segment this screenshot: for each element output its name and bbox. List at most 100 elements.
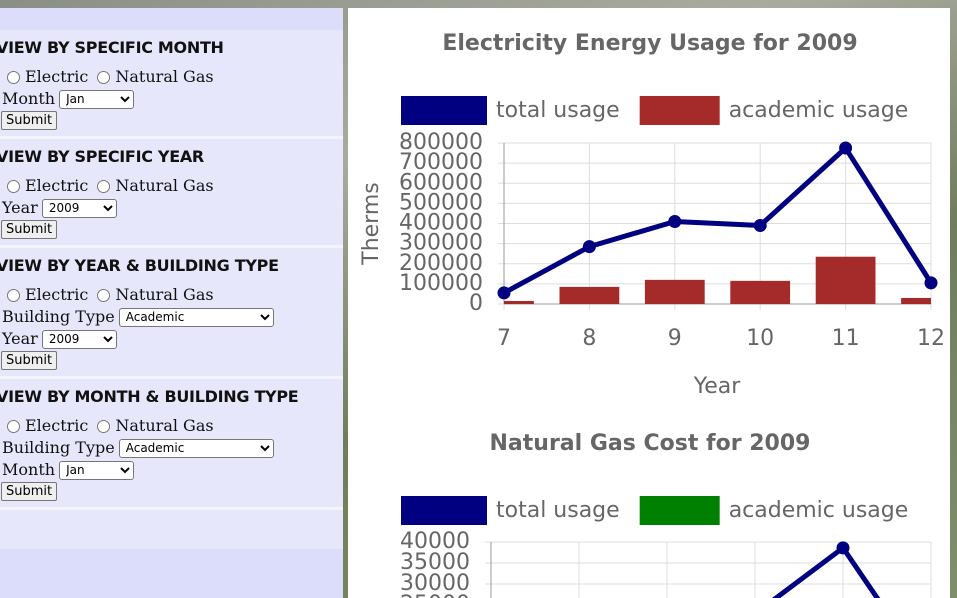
x-tick-label: 10	[746, 326, 774, 351]
field-label: Month	[2, 460, 56, 479]
y-tick-label: 200000	[399, 251, 483, 276]
field-row: Building Type Academic	[0, 438, 343, 458]
legend-swatch	[639, 496, 720, 525]
sidebar-footer	[0, 549, 343, 598]
field-label: Year	[2, 329, 38, 348]
dropdown[interactable]: 2009	[41, 198, 117, 218]
section-title: VIEW BY YEAR & BUILDING TYPE	[0, 256, 279, 275]
radio[interactable]	[7, 70, 20, 84]
x-tick-label: 8	[582, 326, 596, 351]
radio-label: Natural Gas	[115, 416, 214, 435]
dropdown[interactable]: Jan	[59, 89, 135, 109]
radio-label: Electric	[25, 416, 89, 435]
field-row: Month Jan	[0, 89, 343, 109]
field-row: Year 2009	[0, 329, 343, 349]
section-title: VIEW BY SPECIFIC MONTH	[0, 38, 224, 57]
sections: VIEW BY SPECIFIC MONTH Electric Natural Ga…	[0, 30, 343, 510]
point	[668, 214, 682, 228]
radio-label: Electric	[25, 285, 89, 304]
submit-button[interactable]: Submit	[1, 111, 58, 130]
y-tick-label: 800000	[399, 130, 483, 155]
radio[interactable]	[97, 419, 111, 433]
field-label: Building Type	[2, 438, 115, 457]
submit-button[interactable]: Submit	[1, 351, 58, 370]
point	[924, 276, 938, 290]
radio[interactable]	[7, 288, 20, 302]
chart-title: Electricity Energy Usage for 2009	[442, 31, 857, 56]
line	[502, 145, 934, 296]
field-row: Building Type Academic	[0, 307, 343, 327]
form-section: VIEW BY SPECIFIC YEAR Electric Natural Gas…	[0, 139, 343, 248]
y-axis-title: Therms	[359, 182, 384, 265]
bar	[504, 300, 534, 304]
point	[839, 141, 853, 155]
form-section: VIEW BY MONTH & BUILDING TYPE Electric Nat…	[0, 379, 343, 510]
dropdown[interactable]: Academic	[118, 307, 274, 327]
section-title: VIEW BY MONTH & BUILDING TYPE	[0, 387, 299, 406]
radio[interactable]	[7, 179, 20, 193]
point	[836, 541, 850, 555]
dropdown[interactable]: 2009	[41, 329, 117, 349]
submit-button[interactable]: Submit	[1, 220, 58, 239]
legend-swatch	[639, 96, 720, 125]
point	[753, 219, 767, 233]
form-section: VIEW BY SPECIFIC MONTH Electric Natural Ga…	[0, 30, 343, 139]
radio-label: Natural Gas	[115, 176, 214, 195]
bar	[815, 256, 876, 304]
radio-row: Electric Natural Gas	[0, 67, 343, 87]
bar	[559, 286, 620, 304]
x-tick-label: 12	[917, 326, 945, 351]
sidebar-header	[0, 8, 343, 30]
submit-button[interactable]: Submit	[1, 482, 58, 501]
field-label: Month	[2, 89, 56, 108]
y-tick-label: 30000	[400, 571, 470, 596]
legend-swatch	[401, 496, 487, 525]
bar	[730, 280, 791, 304]
y-tick-label: 25000	[400, 592, 470, 598]
field-row: Month Jan	[0, 460, 343, 480]
radio[interactable]	[97, 70, 111, 84]
radio[interactable]	[7, 419, 20, 433]
radio[interactable]	[97, 288, 111, 302]
point	[497, 286, 511, 300]
field-label: Year	[2, 198, 38, 217]
y-tick-label: 400000	[399, 211, 483, 236]
y-tick-label: 35000	[400, 550, 470, 575]
legend-label: total usage	[496, 98, 620, 123]
radio[interactable]	[97, 179, 111, 193]
y-tick-label: 40000	[400, 529, 470, 554]
x-tick-label: 7	[497, 326, 511, 351]
form-section: VIEW BY YEAR & BUILDING TYPE Electric Natu…	[0, 248, 343, 379]
legend-label: academic usage	[729, 498, 909, 523]
radio-row: Electric Natural Gas	[0, 416, 343, 436]
y-tick-label: 300000	[399, 231, 483, 256]
bar	[644, 279, 705, 304]
legend-label: total usage	[496, 498, 620, 523]
dropdown[interactable]: Jan	[59, 460, 135, 480]
section-title: VIEW BY SPECIFIC YEAR	[0, 147, 204, 166]
x-tick-label: 9	[668, 326, 682, 351]
legend-swatch	[401, 96, 487, 125]
radio-row: Electric Natural Gas	[0, 176, 343, 196]
sidebar: VIEW BY SPECIFIC MONTH Electric Natural Ga…	[0, 8, 343, 598]
radio-label: Electric	[25, 67, 89, 86]
y-tick-label: 100000	[399, 271, 483, 296]
radio-label: Natural Gas	[115, 67, 214, 86]
x-tick-label: 11	[832, 326, 860, 351]
legend-label: academic usage	[729, 98, 909, 123]
radio-label: Electric	[25, 176, 89, 195]
bar	[901, 297, 931, 304]
point	[582, 240, 596, 254]
x-axis-title: Year	[693, 374, 742, 399]
y-tick-label: 600000	[399, 170, 483, 195]
radio-row: Electric Natural Gas	[0, 285, 343, 305]
dropdown[interactable]: Academic	[118, 438, 274, 458]
y-tick-label: 500000	[399, 190, 483, 215]
y-tick-label: 0	[469, 291, 483, 316]
chart-title: Natural Gas Cost for 2009	[490, 431, 811, 456]
field-row: Year 2009	[0, 198, 343, 218]
y-tick-label: 700000	[399, 150, 483, 175]
field-label: Building Type	[2, 307, 115, 326]
